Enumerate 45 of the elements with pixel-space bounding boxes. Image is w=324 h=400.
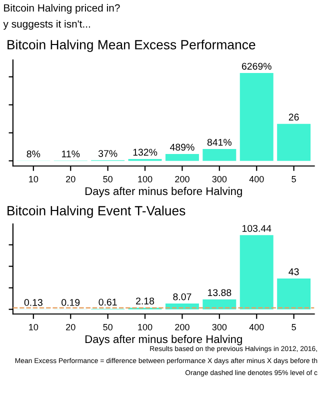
data-label: 6269% xyxy=(242,62,272,70)
x-tick-label: 50 xyxy=(103,176,112,182)
data-label: 132% xyxy=(133,148,158,156)
bar xyxy=(202,149,236,161)
x-axis-title: Days after minus before Halving xyxy=(85,186,242,198)
data-label: 0.13 xyxy=(24,299,42,306)
x-tick-label: 100 xyxy=(138,324,152,330)
bar xyxy=(202,299,236,310)
chart-title: Bitcoin Halving Event T-Values xyxy=(8,206,186,218)
x-tick-label: 20 xyxy=(66,324,76,330)
data-label: 11% xyxy=(62,150,80,158)
bar xyxy=(277,124,311,161)
data-label: 0.61 xyxy=(98,298,117,306)
x-tick-label: 10 xyxy=(29,176,38,182)
data-label: 489% xyxy=(170,144,194,151)
x-axis-title: Days after minus before Halving xyxy=(85,334,242,346)
bar xyxy=(240,73,274,161)
x-tick-label: 5 xyxy=(292,324,296,330)
x-tick-label: 5 xyxy=(292,176,296,182)
data-label: 103.44 xyxy=(242,224,272,232)
data-label: 8.07 xyxy=(173,293,192,300)
data-label: 43 xyxy=(288,268,299,276)
bar xyxy=(240,235,274,310)
annotation: 26 xyxy=(288,114,299,121)
data-label: 13.88 xyxy=(208,289,232,296)
data-label: 8% xyxy=(26,150,40,158)
x-tick-label: 20 xyxy=(66,176,76,182)
bar xyxy=(277,278,311,310)
data-label: 0.19 xyxy=(62,299,80,306)
x-tick-label: 400 xyxy=(249,176,264,182)
text: Bitcoin Halving priced in? xyxy=(4,4,120,14)
data-label: 841% xyxy=(207,138,232,146)
data-label: 2.18 xyxy=(136,298,154,304)
x-tick-label: 50 xyxy=(103,324,112,330)
x-tick-label: 100 xyxy=(138,176,152,182)
x-tick-label: 200 xyxy=(175,176,190,182)
bar xyxy=(165,154,199,161)
x-tick-label: 400 xyxy=(249,324,264,330)
data-label: 37% xyxy=(98,150,118,157)
x-tick-label: 300 xyxy=(212,324,227,330)
text: y suggests it isn't... xyxy=(3,20,90,30)
x-tick-label: 10 xyxy=(29,324,38,330)
chart-title: Bitcoin Halving Mean Excess Performance xyxy=(8,40,256,52)
x-tick-label: 300 xyxy=(212,176,227,182)
x-tick-label: 200 xyxy=(175,324,190,330)
